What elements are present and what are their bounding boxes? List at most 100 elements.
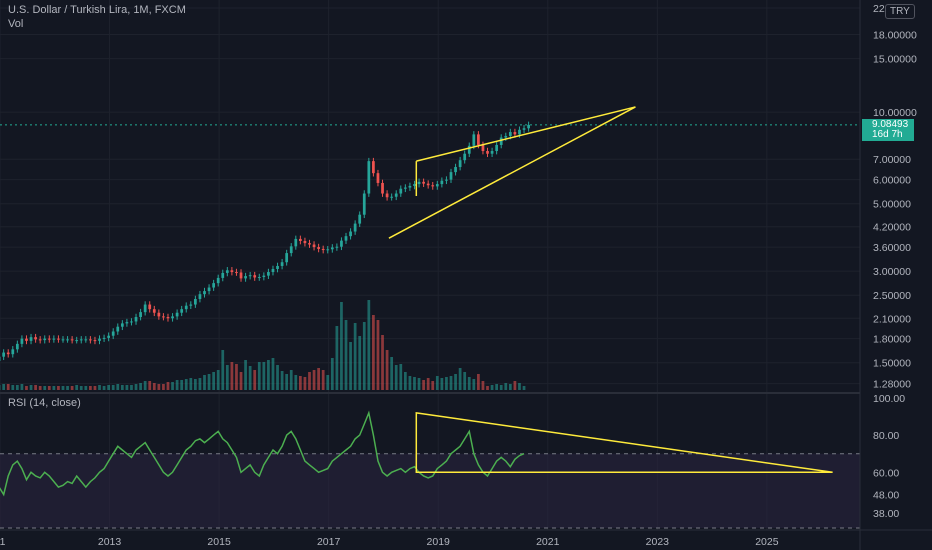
candle-body [239,272,243,279]
candle-body [235,272,238,274]
volume-bar [189,378,193,390]
rsi-label[interactable]: RSI (14, close) [8,397,81,409]
volume-bar [203,375,206,390]
price-axis-label: 1.50000 [873,358,911,370]
candle-body [390,196,394,198]
candle-body [294,238,298,247]
volume-bar [20,384,24,390]
volume-bar [57,386,60,390]
candle-body [2,352,6,357]
volume-bar [490,385,494,390]
volume-bar [289,370,293,390]
candle-body [43,338,47,341]
volume-bar [486,386,489,390]
candle-body [162,316,165,318]
volume-bar [481,381,485,390]
candle-body [349,231,352,237]
price-axis-label: 1.28000 [873,379,911,391]
candle-body [490,151,494,154]
volume-bar [257,362,261,390]
candle-body [435,184,439,187]
volume-bar [102,386,106,390]
volume-bar [467,377,471,390]
volume-bar [271,358,275,390]
volume-bar [230,362,234,390]
price-axis-label: 2.50000 [873,290,911,302]
price-axis-label: 18.00000 [873,30,917,42]
candle-body [267,272,270,276]
volume-bar [47,386,51,390]
volume-bar [358,336,362,390]
candle-body [70,339,74,341]
volume-bar [38,386,42,390]
candle-body [79,339,83,341]
candle-body [335,246,339,248]
symbol-title[interactable]: U.S. Dollar / Turkish Lira, 1M, FXCM [8,4,186,16]
volume-bar [70,386,74,390]
price-axis-labels[interactable]: 22 18.00000 15.00000 10.00000 7.00000 6.00000… [873,3,917,391]
candle-body [38,339,42,341]
volume-bar [372,315,375,390]
candle-body [189,304,193,306]
last-price-value: 9.08493 [872,119,909,130]
candle-body [445,179,448,181]
candle-body [216,277,220,284]
volume-bar [139,383,142,390]
volume-bar [143,381,147,390]
wedge-trendline [416,106,636,162]
volume-bar [262,362,266,390]
volume-bar [508,384,512,390]
price-axis-label: 7.00000 [873,154,911,166]
volume-bar [362,322,366,390]
price-axis-label: 6.00000 [873,175,911,187]
time-axis-label: 2017 [317,536,341,548]
volume-bar [280,371,284,390]
volume-bar [413,377,416,390]
candle-body [481,144,485,152]
volume-bar [79,386,83,390]
rsi-axis-label: 100.00 [873,393,905,405]
volume-bar [381,335,384,390]
volume-bar [6,384,10,390]
candle-body [125,322,129,324]
candle-body [522,128,526,130]
candle-body [477,134,480,145]
candle-body [152,309,156,313]
volume-bar [66,386,69,390]
candle-body [139,312,142,318]
volume-label[interactable]: Vol [8,18,24,30]
rsi-triangle-drawing[interactable] [415,412,833,474]
volume-bar [152,383,156,390]
time-axis-label: 2019 [427,536,451,548]
price-axis-label: 22 [873,3,885,15]
volume-bar [225,365,229,390]
candle-body [148,304,152,310]
volume-bar [34,385,37,390]
candle-body [358,214,362,224]
volume-bar [216,370,220,390]
volume-bar [445,377,448,390]
volume-bar [166,382,170,390]
volume-bar [2,384,6,390]
currency-badge[interactable]: TRY [885,4,915,19]
rising-wedge-drawing[interactable] [388,106,636,239]
candle-body [362,193,366,215]
candle-body [93,340,97,342]
volume-bar [61,386,65,390]
candle-body [130,321,133,323]
volume-bar [98,385,101,390]
volume-bar [107,385,111,390]
candle-body [376,173,380,183]
price-axis-label: 3.60000 [873,242,911,254]
volume-bar [180,380,184,390]
candle-body [47,338,51,340]
volume-bar [435,376,439,390]
rsi-axis-label: 80.00 [873,430,899,442]
volume-bar [422,380,425,390]
volume-bar [308,372,311,390]
volume-bar [93,386,97,390]
candle-body [289,246,293,254]
volume-bar [29,385,33,390]
time-axis-labels[interactable]: 11 2013 2015 2017 2019 2021 2023 2025 [0,536,779,548]
